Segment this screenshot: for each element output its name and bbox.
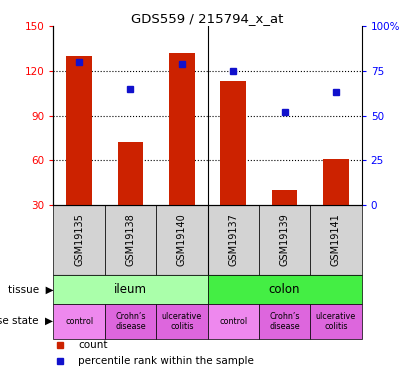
Text: Crohn’s
disease: Crohn’s disease (269, 312, 300, 331)
Bar (208, 275, 362, 304)
Title: GDS559 / 215794_x_at: GDS559 / 215794_x_at (132, 12, 284, 25)
Text: disease state  ▶: disease state ▶ (0, 316, 53, 326)
Bar (220, 81, 246, 205)
Bar (118, 142, 143, 205)
Text: GSM19138: GSM19138 (125, 213, 136, 266)
Text: count: count (78, 340, 108, 350)
Bar (156, 205, 208, 275)
Bar (208, 205, 259, 275)
Text: GSM19137: GSM19137 (228, 213, 238, 266)
Text: GSM19139: GSM19139 (279, 213, 290, 266)
Bar (259, 304, 310, 339)
Bar (156, 304, 208, 339)
Text: ulcerative
colitis: ulcerative colitis (162, 312, 202, 331)
Bar (259, 205, 310, 275)
Bar (66, 56, 92, 205)
Bar (53, 275, 208, 304)
Bar (208, 304, 259, 339)
Text: control: control (65, 317, 93, 326)
Bar (272, 190, 298, 205)
Bar (169, 53, 195, 205)
Text: ileum: ileum (114, 283, 147, 296)
Text: colon: colon (269, 283, 300, 296)
Text: control: control (219, 317, 247, 326)
Text: GSM19135: GSM19135 (74, 213, 84, 266)
Bar (53, 205, 105, 275)
Bar (53, 304, 105, 339)
Bar (310, 304, 362, 339)
Text: percentile rank within the sample: percentile rank within the sample (78, 356, 254, 366)
Bar (105, 205, 156, 275)
Text: Crohn’s
disease: Crohn’s disease (115, 312, 146, 331)
Bar (310, 205, 362, 275)
Text: GSM19140: GSM19140 (177, 213, 187, 266)
Text: GSM19141: GSM19141 (331, 213, 341, 266)
Text: ulcerative
colitis: ulcerative colitis (316, 312, 356, 331)
Bar (105, 304, 156, 339)
Text: tissue  ▶: tissue ▶ (8, 284, 53, 294)
Bar (323, 159, 349, 205)
